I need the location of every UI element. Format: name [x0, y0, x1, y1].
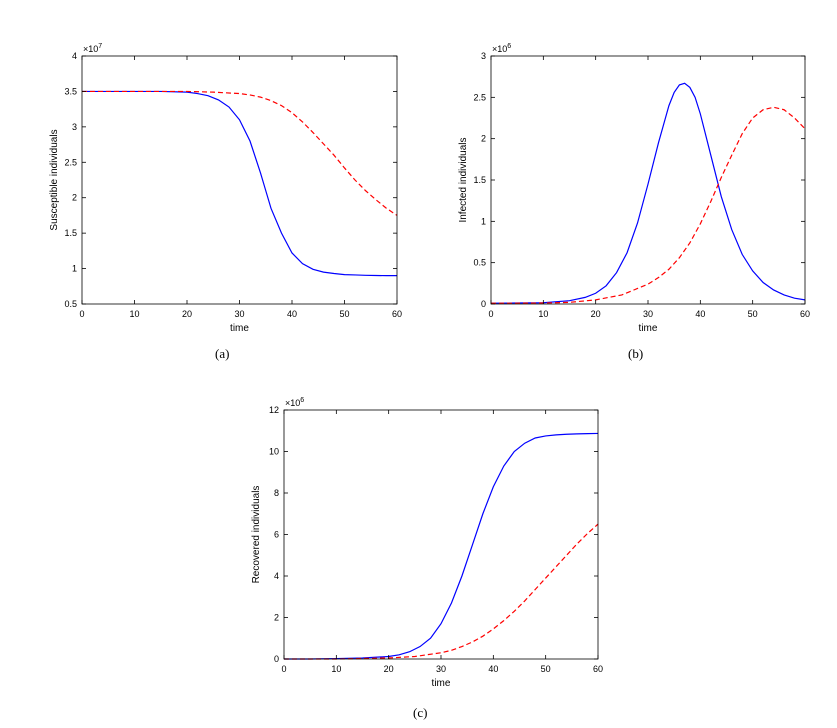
plot-frame [283, 409, 599, 660]
y-tick-label: 4 [274, 571, 279, 581]
y-tick-label: 6 [274, 530, 279, 540]
y-tick-label: 2.5 [64, 157, 77, 167]
series-line-solid [82, 90, 397, 277]
caption-a: (a) [215, 346, 230, 361]
y-tick-label: 3.5 [64, 86, 77, 96]
plot-frame [490, 55, 806, 305]
chart-panel-b: 0 10 20 30 40 50 60 0 0.5 1 1.5 2 2.5 3 ×106 time Infect… [418, 0, 837, 364]
x-tick-label: 60 [800, 309, 810, 319]
series-line-dashed [82, 90, 398, 216]
chart-a: 0 10 20 30 40 50 60 0.5 1 1.5 2 2.5 3 3.5 4 ×107 time Sus… [49, 43, 402, 334]
y-axis-label: Recovered individuals [251, 486, 262, 584]
x-tick-label: 0 [488, 309, 493, 319]
y-axis-label: Susceptible individuals [49, 129, 60, 230]
x-tick-label: 40 [488, 664, 498, 674]
y-tick-label: 3 [72, 122, 77, 132]
y-tick-label: 0.5 [64, 299, 77, 309]
x-tick-label: 10 [331, 664, 341, 674]
series-line-dashed [491, 106, 806, 304]
axis-exponent-label: ×107 [83, 43, 102, 54]
y-tick-label: 1.5 [473, 175, 486, 185]
x-tick-label: 60 [593, 664, 603, 674]
x-tick-label: 20 [591, 309, 601, 319]
x-tick-label: 30 [436, 664, 446, 674]
series-line-solid [490, 82, 806, 304]
y-tick-label: 2 [481, 134, 486, 144]
x-tick-label: 50 [748, 309, 758, 319]
y-tick-label: 3 [481, 51, 486, 61]
x-axis-label: time [230, 323, 249, 334]
x-tick-label: 40 [287, 309, 297, 319]
x-tick-label: 10 [129, 309, 139, 319]
y-tick-label: 8 [274, 488, 279, 498]
y-tick-label: 10 [269, 447, 279, 457]
caption-c: (c) [413, 705, 428, 720]
x-tick-label: 20 [384, 664, 394, 674]
axis-exponent-label: ×106 [285, 397, 304, 408]
caption-b: (b) [628, 346, 644, 361]
y-tick-label: 2 [274, 613, 279, 623]
y-tick-label: 0.5 [473, 258, 486, 268]
x-tick-label: 0 [79, 309, 84, 319]
axis-exponent-label: ×106 [492, 43, 511, 54]
y-axis-label: Infected individuals [458, 137, 469, 222]
x-tick-label: 10 [538, 309, 548, 319]
x-tick-label: 50 [339, 309, 349, 319]
x-tick-label: 40 [695, 309, 705, 319]
y-tick-label: 0 [274, 654, 279, 664]
chart-c: 0 10 20 30 40 50 60 0 2 4 6 8 10 12 ×106 time Recovered … [251, 397, 603, 689]
y-tick-label: 2 [72, 193, 77, 203]
chart-panel-a: 0 10 20 30 40 50 60 0.5 1 1.5 2 2.5 3 3.5 4 ×107 time Sus… [0, 0, 418, 364]
chart-panel-c: 0 10 20 30 40 50 60 0 2 4 6 8 10 12 ×106 time Recovered … [210, 372, 628, 728]
x-tick-label: 0 [281, 664, 286, 674]
x-tick-label: 50 [541, 664, 551, 674]
series-line-solid [284, 432, 599, 660]
series-line-dashed [284, 523, 599, 660]
y-tick-label: 1 [481, 216, 486, 226]
x-axis-label: time [639, 323, 658, 334]
y-tick-label: 4 [72, 51, 77, 61]
plot-frame [81, 55, 398, 305]
y-tick-label: 2.5 [473, 92, 486, 102]
chart-b: 0 10 20 30 40 50 60 0 0.5 1 1.5 2 2.5 3 ×106 time Infect… [458, 43, 810, 334]
x-tick-label: 20 [182, 309, 192, 319]
y-tick-label: 1 [72, 264, 77, 274]
x-tick-label: 30 [643, 309, 653, 319]
y-tick-label: 0 [481, 299, 486, 309]
y-tick-label: 1.5 [64, 228, 77, 238]
x-tick-label: 60 [392, 309, 402, 319]
x-axis-label: time [432, 678, 451, 689]
y-tick-label: 12 [269, 405, 279, 415]
x-tick-label: 30 [234, 309, 244, 319]
